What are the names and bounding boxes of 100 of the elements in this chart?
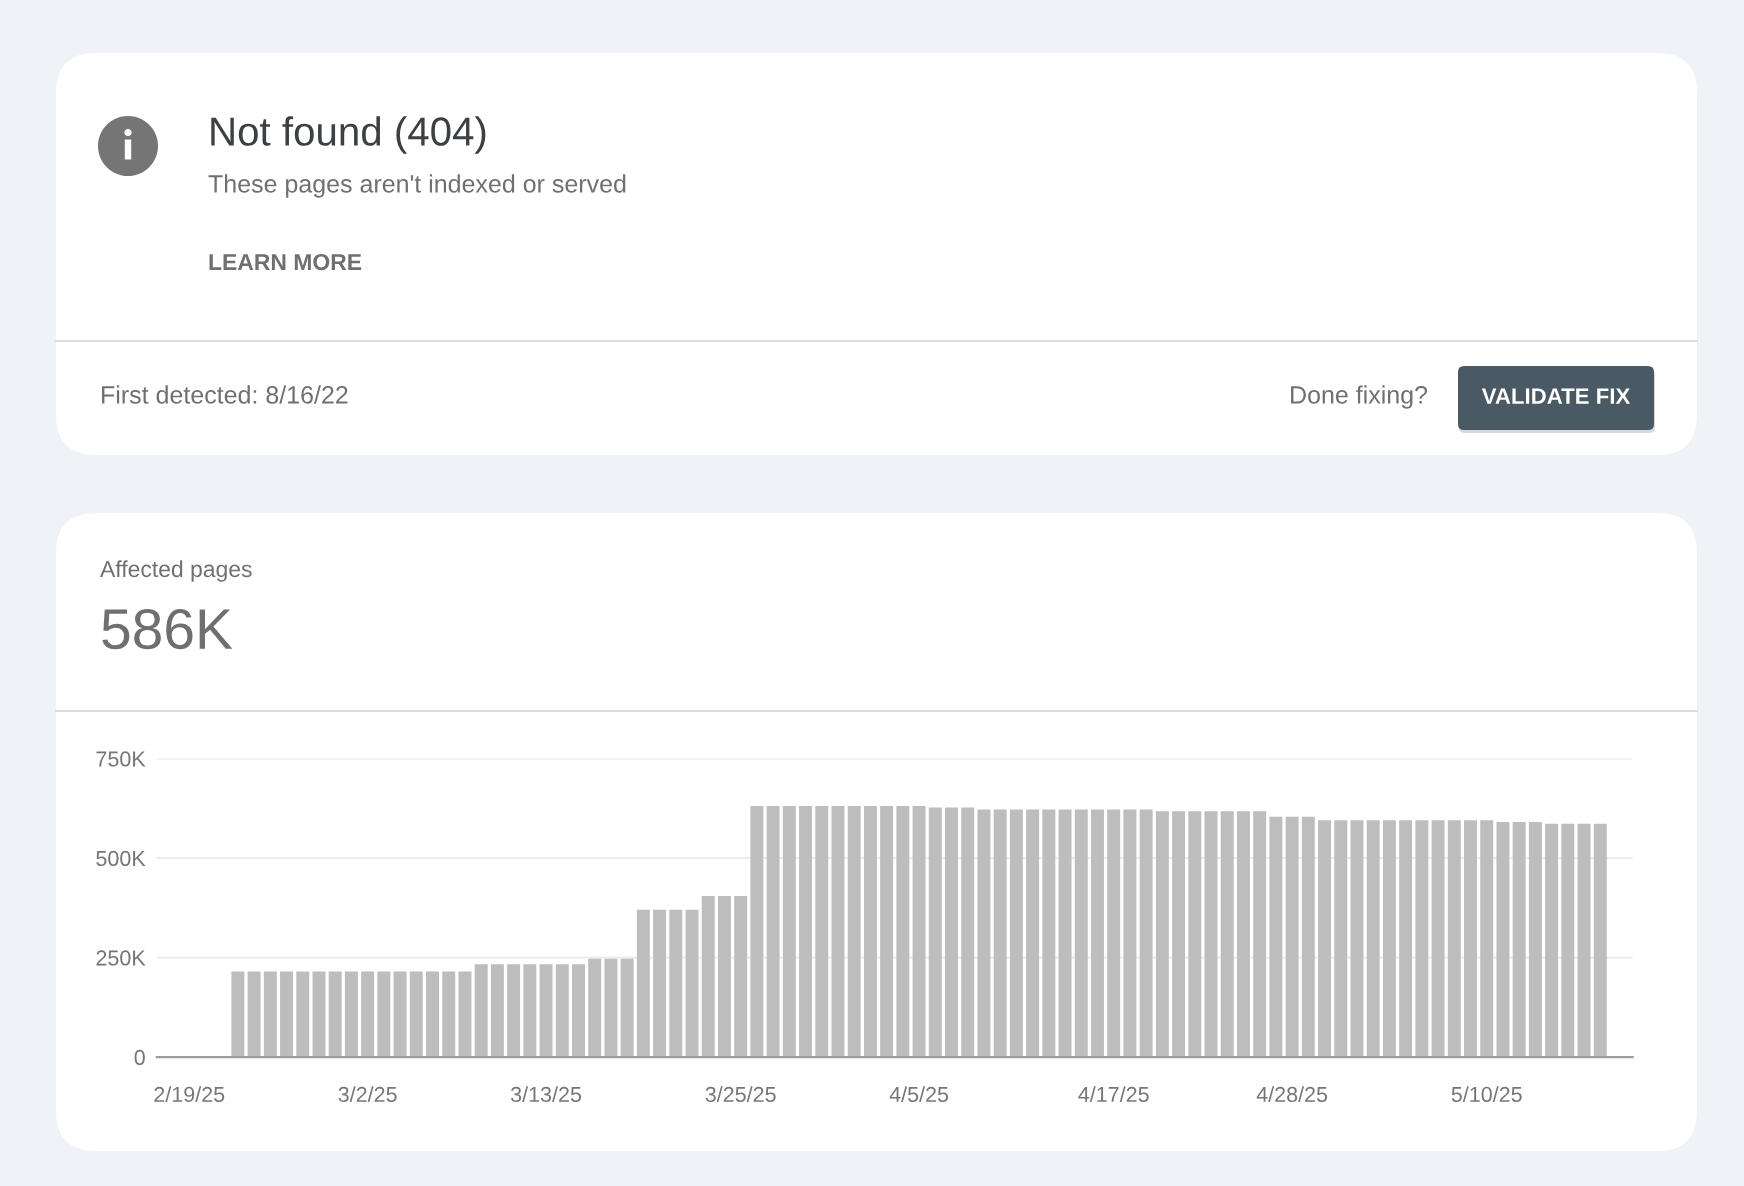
bar [1220, 811, 1234, 1058]
bar [377, 971, 391, 1058]
bar [1350, 820, 1364, 1058]
text: 586K [102, 608, 233, 650]
bar [847, 805, 861, 1058]
x-tick-label: 3/13/25 [510, 1086, 582, 1103]
bar [393, 971, 407, 1058]
bar [1366, 820, 1380, 1058]
bar [766, 805, 780, 1058]
bar [280, 971, 294, 1058]
bar [231, 971, 245, 1058]
bar [1058, 809, 1072, 1058]
bar [912, 805, 926, 1058]
bar [620, 958, 634, 1058]
bar [1301, 816, 1315, 1058]
bar [1480, 820, 1494, 1058]
bar [1593, 823, 1607, 1058]
bar [993, 809, 1007, 1058]
bar [1415, 820, 1429, 1058]
chart-subtitle: These pages aren't indexed or served [208, 174, 626, 198]
x-tick-label: 3/25/25 [705, 1086, 776, 1103]
bar [1285, 816, 1299, 1058]
bar [1447, 820, 1461, 1058]
bar [312, 971, 326, 1058]
bar [474, 964, 488, 1058]
bar [977, 809, 991, 1058]
bar [636, 909, 650, 1058]
bar [523, 964, 537, 1058]
bar [361, 971, 375, 1058]
bar [863, 805, 877, 1058]
bar [782, 805, 796, 1058]
bar [1399, 820, 1413, 1058]
bar [1253, 811, 1267, 1058]
bar [1528, 821, 1542, 1058]
x-tick-label: 3/2/25 [338, 1086, 397, 1103]
bar [815, 805, 829, 1058]
text: VALIDATE FIX [1481, 388, 1631, 404]
bar [409, 971, 423, 1058]
bar [1334, 820, 1348, 1058]
x-tick-label: 2/19/25 [154, 1086, 225, 1103]
bar [928, 807, 942, 1058]
bar [1139, 809, 1153, 1058]
bar [344, 971, 358, 1058]
bar [1172, 811, 1186, 1058]
bar [442, 971, 456, 1058]
bar [1318, 820, 1332, 1058]
y-tick-label: 500K [96, 850, 146, 867]
bar [1561, 823, 1575, 1058]
bar [799, 805, 813, 1058]
bar [880, 805, 894, 1058]
bar [1236, 811, 1250, 1058]
bar [961, 807, 975, 1058]
y-tick-label: 750K [96, 751, 146, 767]
x-tick-label: 5/10/25 [1451, 1086, 1522, 1103]
bar [247, 971, 261, 1058]
bar [1431, 820, 1445, 1058]
bar [669, 909, 683, 1058]
chart-title: Not found (404) [211, 116, 486, 154]
text: First detected: 8/16/22 [102, 385, 348, 404]
bar [507, 964, 521, 1058]
bar [1188, 811, 1202, 1058]
bar [717, 895, 731, 1058]
bar [701, 895, 715, 1058]
bar [426, 971, 440, 1058]
bar [539, 964, 553, 1058]
x-tick-label: 4/5/25 [889, 1086, 949, 1103]
bar [588, 958, 602, 1058]
text: LEARN MORE [209, 253, 362, 271]
y-tick-label: 0 [134, 1049, 145, 1066]
bar [1009, 809, 1023, 1058]
bar [1074, 809, 1088, 1058]
text: Done fixing? [1291, 385, 1428, 409]
bar [896, 805, 910, 1058]
bar [831, 805, 845, 1058]
bar [1042, 809, 1056, 1058]
bar [328, 971, 342, 1058]
bar [296, 971, 310, 1058]
bar [1496, 821, 1510, 1058]
bar [458, 971, 472, 1058]
bar [685, 909, 699, 1058]
bar [490, 964, 504, 1058]
x-tick-label: 4/17/25 [1078, 1086, 1149, 1103]
bar [1545, 823, 1559, 1058]
bar [750, 805, 764, 1058]
bar [1464, 820, 1477, 1058]
bar [263, 971, 277, 1058]
y-tick-label: 250K [96, 950, 146, 966]
bar [1512, 821, 1526, 1058]
text: Affected pages [100, 560, 252, 582]
bar [1577, 823, 1591, 1058]
bar [555, 964, 569, 1058]
bar [1091, 809, 1104, 1058]
bar [1026, 809, 1040, 1058]
bar [1382, 820, 1396, 1058]
bar [653, 909, 667, 1058]
bar [734, 895, 748, 1058]
bar [1107, 809, 1121, 1058]
bar [1204, 811, 1218, 1058]
bar [1269, 816, 1283, 1058]
bar [1123, 809, 1137, 1058]
